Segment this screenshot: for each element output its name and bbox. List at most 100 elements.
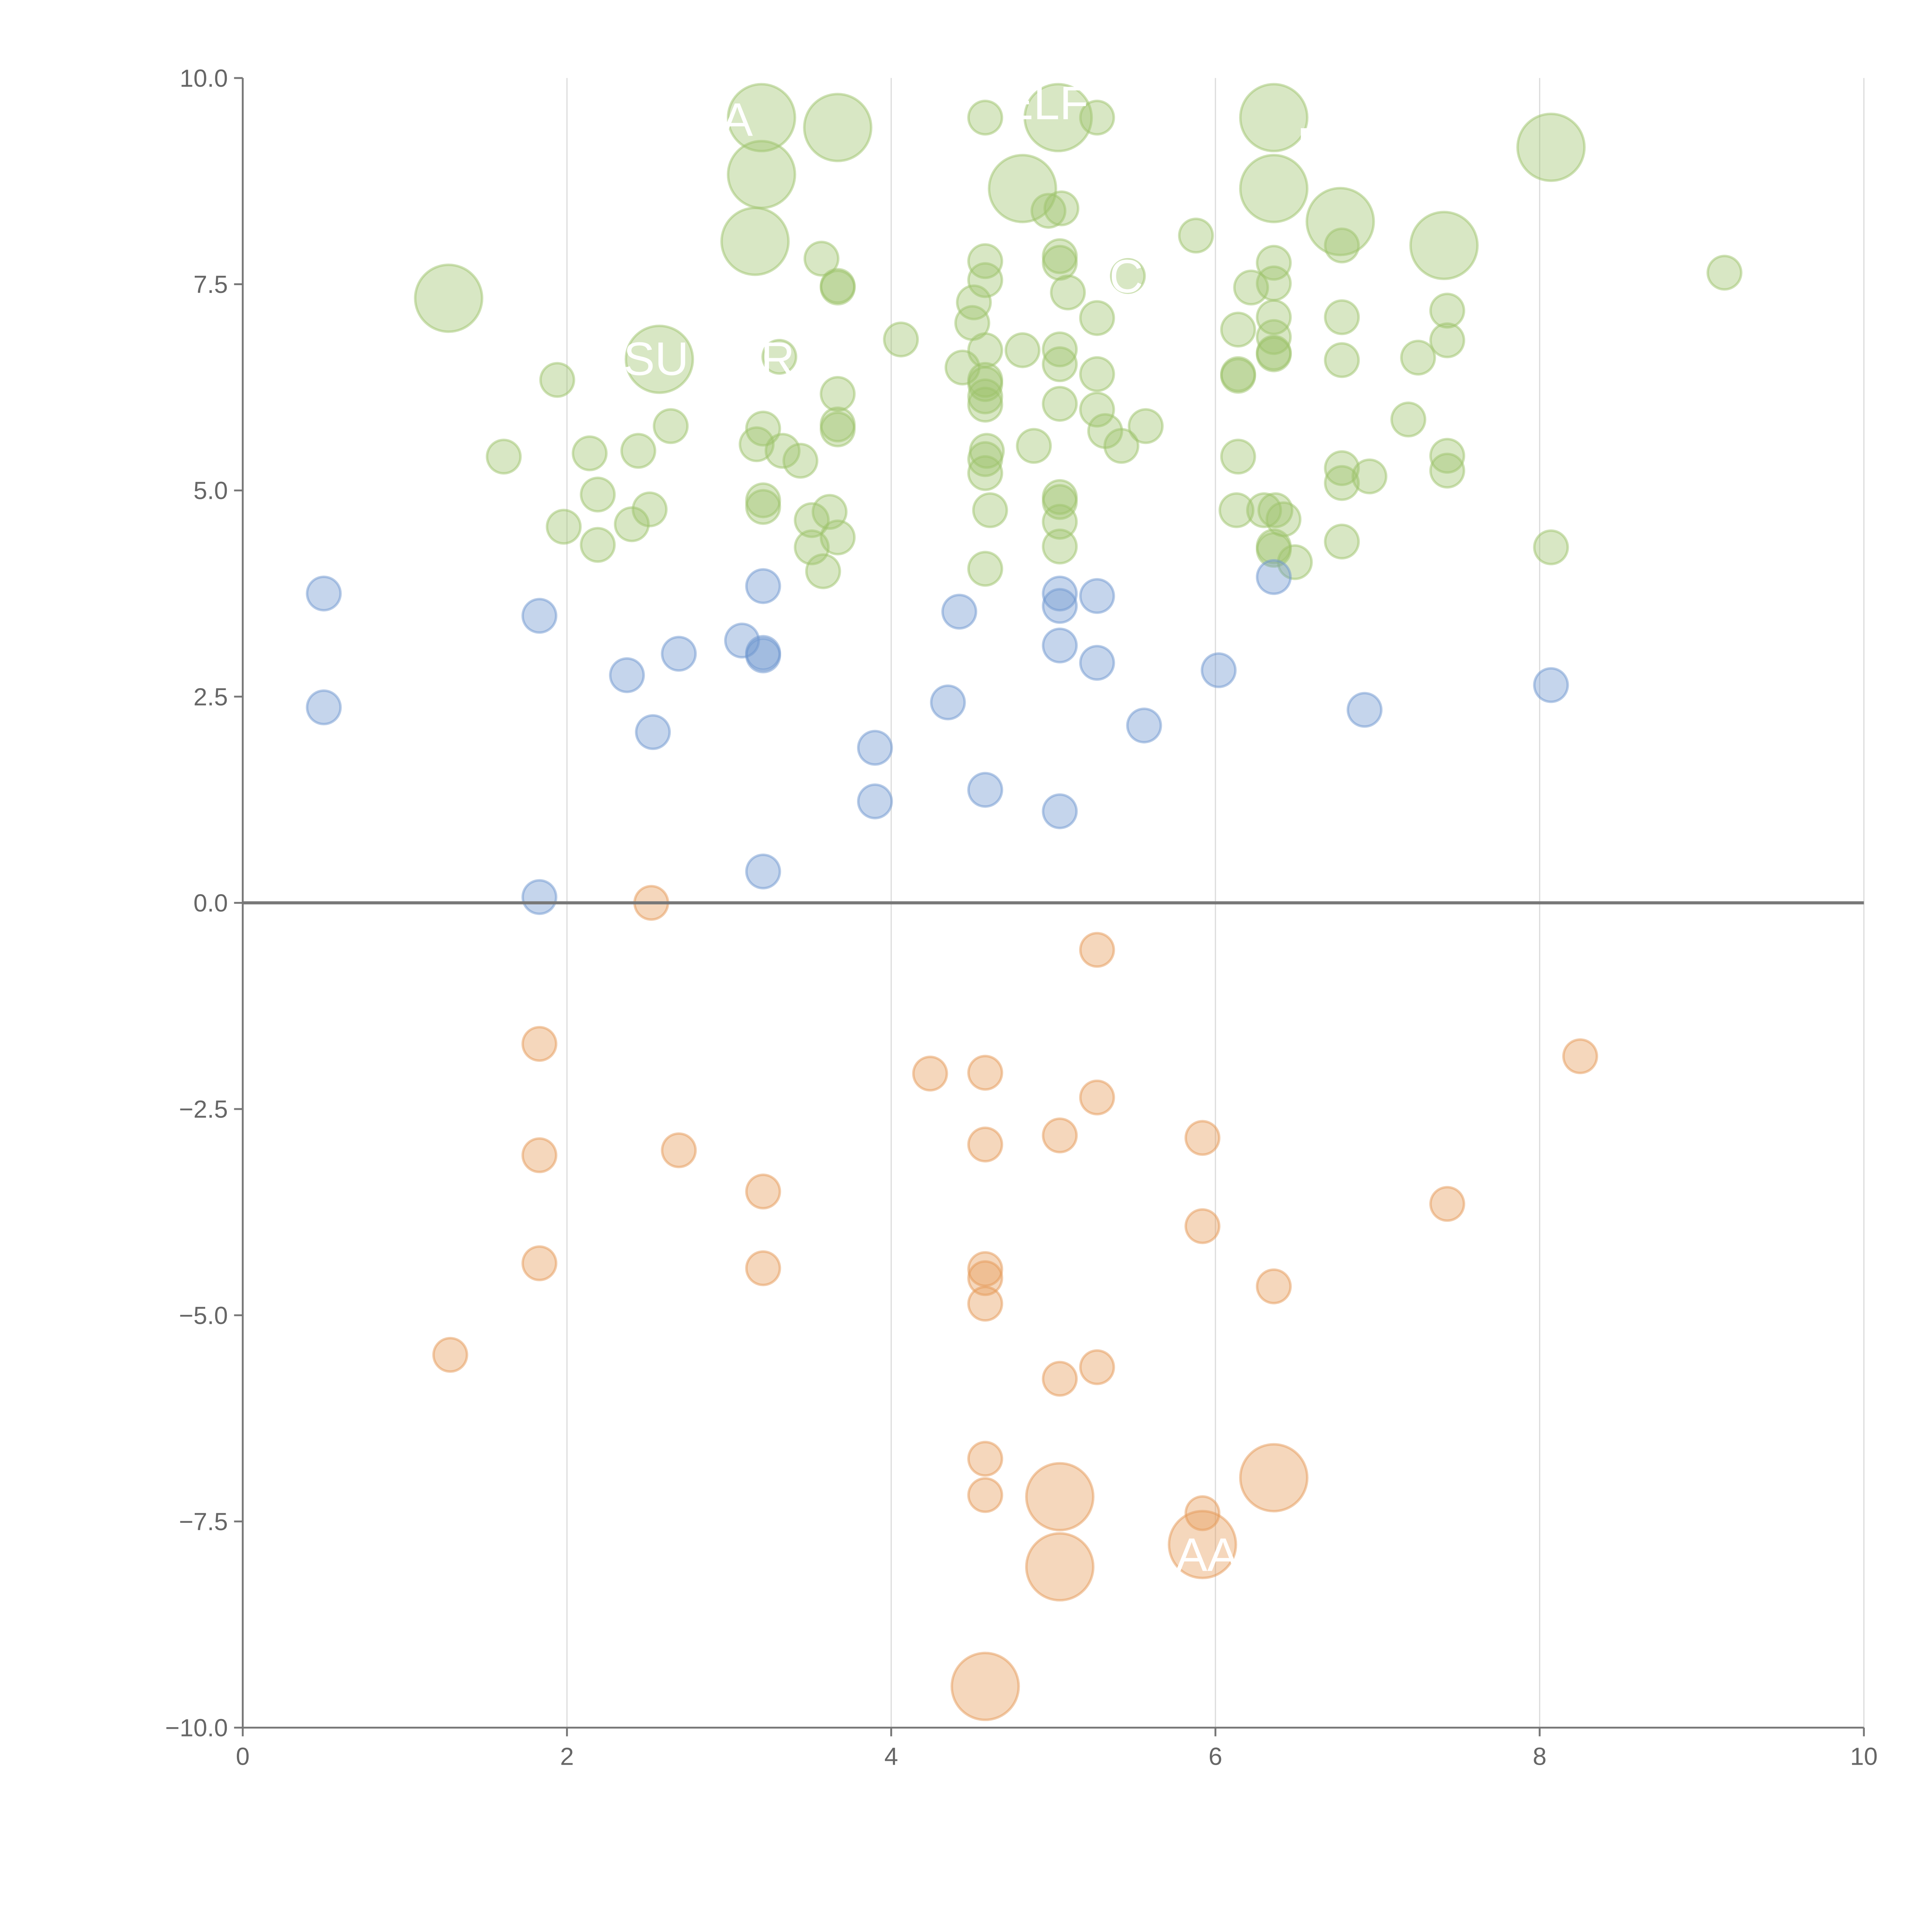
bubble-high <box>1043 190 1080 226</box>
point-label: A <box>721 93 753 146</box>
bubble-mid <box>306 575 342 612</box>
x-tick-label: 10 <box>1850 1742 1878 1770</box>
bubble-low <box>1184 1120 1221 1156</box>
x-tick-label: 0 <box>236 1742 250 1770</box>
bubble-high <box>1324 227 1360 264</box>
bubble-high <box>1079 391 1115 428</box>
bubble-high <box>1429 293 1465 329</box>
bubble-high <box>967 441 1003 477</box>
bubble-high <box>1429 438 1465 474</box>
bubble-low <box>1042 1361 1078 1397</box>
x-tick-label: 2 <box>560 1742 574 1770</box>
bubble-high <box>720 206 790 276</box>
bubble-high <box>803 93 872 162</box>
bubble-low <box>967 1260 1003 1296</box>
bubble-high <box>967 243 1003 279</box>
bubble-low <box>1256 1268 1292 1304</box>
bubble-high <box>794 502 830 538</box>
point-label: ELF <box>1002 77 1088 129</box>
bubble-mid <box>306 689 342 726</box>
bubble-mid <box>1079 578 1115 614</box>
bubble-high <box>1220 358 1256 394</box>
y-tick-label: −5.0 <box>179 1301 228 1329</box>
bubble-high <box>883 321 919 358</box>
bubble-low <box>1239 1443 1309 1513</box>
y-tick-label: −10.0 <box>165 1714 228 1742</box>
bubble-low <box>521 1026 558 1062</box>
axes: 0 2 4 6 8 10 10.0 7.5 5.0 2.5 0.0 −2.5 −5.0 −7.5 −10.0 <box>165 64 1878 1770</box>
bubble-high <box>1218 492 1255 528</box>
bubble-low <box>967 1054 1003 1091</box>
bubble-high <box>1103 428 1139 464</box>
bubble-low <box>1025 1462 1095 1532</box>
bubble-high <box>1042 386 1078 422</box>
bubble-high <box>1042 484 1078 520</box>
bubble-high <box>803 240 840 277</box>
bubble-low <box>1184 1208 1221 1244</box>
bubble-high <box>1400 340 1436 376</box>
point-labels: A ELF SU R C E AA <box>623 77 1328 1581</box>
data-points <box>306 83 1743 1721</box>
bubble-high <box>1351 458 1388 495</box>
bubble-high <box>1239 83 1309 153</box>
bubble-high <box>967 99 1003 136</box>
bubble-high <box>1246 492 1282 528</box>
bubble-high <box>764 433 801 469</box>
bubble-high <box>1079 99 1115 136</box>
bubble-high <box>745 489 781 525</box>
y-tick-label: 7.5 <box>194 270 228 298</box>
bubble-low <box>1025 1532 1095 1602</box>
bubble-mid <box>609 657 645 693</box>
bubble-high <box>1706 255 1743 291</box>
bubble-low <box>521 1137 558 1173</box>
bubble-high <box>1256 265 1292 301</box>
series-mid <box>306 559 1569 915</box>
point-label: AA <box>1176 1529 1238 1581</box>
bubble-high <box>1178 218 1214 254</box>
bubble-low <box>967 1477 1003 1513</box>
bubble-high <box>1516 112 1586 182</box>
bubble-high <box>1042 503 1078 540</box>
bubble-high <box>620 433 656 469</box>
bubble-low <box>745 1250 781 1286</box>
bubble-mid <box>521 598 558 634</box>
bubble-mid <box>1533 667 1569 703</box>
point-label: E <box>1297 118 1328 170</box>
bubble-high <box>782 442 818 479</box>
bubble-low <box>912 1055 948 1092</box>
bubble-mid <box>1042 793 1078 830</box>
bubble-high <box>988 154 1057 223</box>
bubble-mid <box>1201 652 1237 689</box>
bubble-high <box>1324 465 1360 501</box>
bubble-mid <box>1079 645 1115 681</box>
bubble-mid <box>857 730 893 766</box>
bubble-low <box>1079 1349 1115 1385</box>
bubble-high <box>972 492 1008 528</box>
bubble-mid <box>1042 575 1078 612</box>
bubble-high <box>1239 154 1309 223</box>
bubble-mid <box>1042 588 1078 624</box>
bubble-high <box>967 366 1003 402</box>
bubble-mid <box>661 636 697 672</box>
bubble-low <box>521 1245 558 1281</box>
point-label: SU <box>623 332 689 385</box>
bubble-high <box>1016 428 1052 464</box>
bubble-high <box>1324 524 1360 560</box>
y-tick-label: 0.0 <box>194 889 228 917</box>
bubble-high <box>1042 528 1078 565</box>
bubble-high <box>580 476 616 513</box>
bubble-low <box>1168 1510 1237 1580</box>
bubble-mid <box>941 594 978 630</box>
bubble-high <box>967 455 1003 491</box>
bubble-low <box>1562 1038 1598 1075</box>
bubble-high <box>1042 245 1078 281</box>
bubble-low <box>1042 1117 1078 1153</box>
bubble-high <box>1220 439 1256 475</box>
bubble-low <box>745 1173 781 1210</box>
x-tick-label: 4 <box>884 1742 898 1770</box>
bubble-high <box>1079 356 1115 392</box>
y-tick-label: −7.5 <box>179 1508 228 1536</box>
bubble-low <box>967 1440 1003 1477</box>
bubble-high <box>631 491 668 527</box>
